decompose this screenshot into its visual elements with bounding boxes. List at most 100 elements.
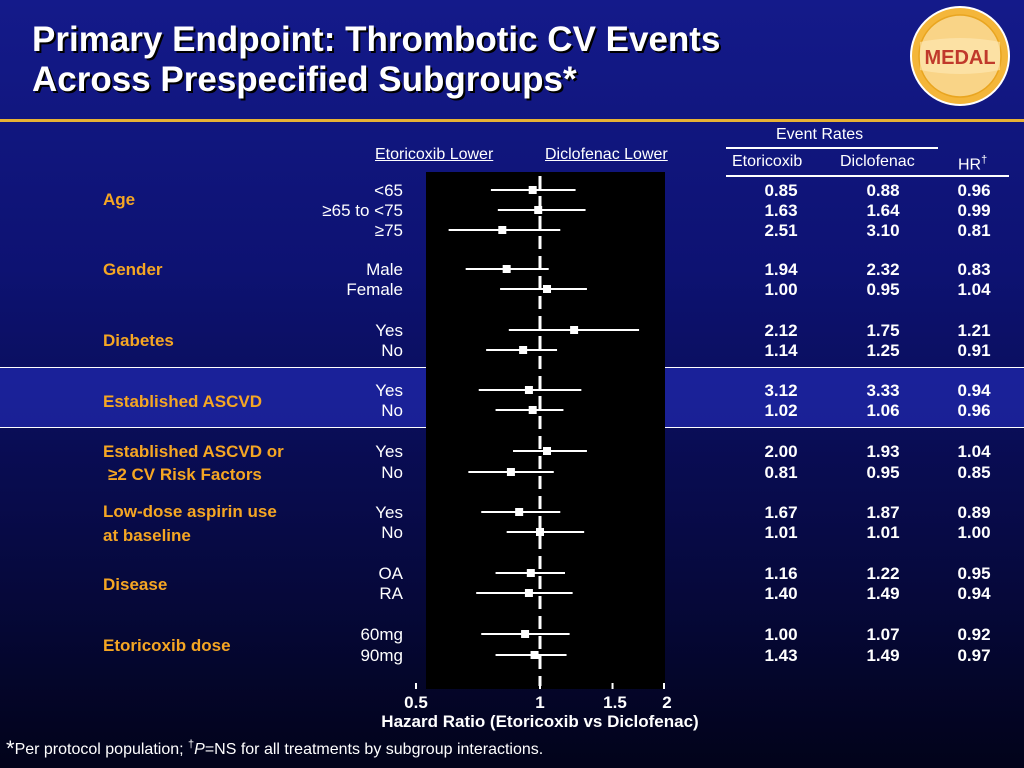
medal-logo: MEDAL [910,6,1010,106]
footnote: *Per protocol population; †P=NS for all … [6,736,543,762]
diclofenac-rate: 0.95 [866,463,900,482]
hr-point [502,265,511,273]
row-label: ≥75 [374,221,403,240]
hazard-ratio: 0.92 [957,625,991,644]
footnote-text-2: =NS for all treatments by subgroup inter… [204,741,544,758]
title-line-1: Primary Endpoint: Thrombotic CV Events [32,20,721,59]
etoricoxib-rate: 1.01 [764,523,798,542]
hazard-ratio: 1.21 [957,321,991,340]
hr-point [526,569,535,577]
event-rates-header: Event Rates [776,126,864,143]
col-diclofenac-header: Diclofenac [840,153,915,170]
hr-text: HR [958,156,982,174]
hr-point [543,447,552,455]
hazard-ratio: 0.97 [957,646,991,665]
row-label: No [381,341,403,360]
x-axis-label: Hazard Ratio (Etoricoxib vs Diclofenac) [381,712,699,731]
hazard-ratio: 0.95 [957,564,991,583]
slide-title: Primary Endpoint: Thrombotic CV Events A… [32,20,720,100]
row-label: No [381,401,403,420]
row-label: No [381,463,403,482]
row-label: OA [378,564,403,583]
diclofenac-rate: 1.64 [866,201,900,220]
category-gender: Gender [103,260,163,279]
hr-point [521,630,530,638]
row-label: RA [379,584,403,603]
footnote-text-1: Per protocol population; [14,741,189,758]
etoricoxib-rate: 1.00 [764,625,798,644]
category-ascvd-or-line2: ≥2 CV Risk Factors [108,465,262,484]
logo-text: MEDAL [924,47,995,69]
hr-point [570,326,579,334]
diclofenac-rate: 1.22 [866,564,900,583]
title-rule [0,119,1024,122]
row-label: No [381,523,403,542]
diclofenac-rate: 1.75 [866,321,900,340]
hazard-ratio: 0.94 [957,584,991,603]
diclofenac-rate: 0.95 [866,280,900,299]
hr-point [543,285,552,293]
hr-point [530,651,539,659]
diclofenac-rate: 3.10 [866,221,900,240]
category-ascvd-or-line1: Established ASCVD or [103,442,284,461]
category-aspirin-line1: Low-dose aspirin use [103,502,277,521]
hr-point [515,508,524,516]
etoricoxib-rate: 0.85 [764,181,798,200]
hazard-ratio: 0.99 [957,201,991,220]
etoricoxib-rate: 2.00 [764,442,798,461]
etoricoxib-rate: 0.81 [764,463,798,482]
hr-point [528,406,537,414]
etoricoxib-lower-label: Etoricoxib Lower [375,146,494,163]
hr-point [534,206,543,214]
etoricoxib-rate: 2.12 [764,321,798,340]
x-tick-2: 2 [662,693,672,712]
category-aspirin-line2: at baseline [103,526,191,545]
diclofenac-rate: 1.25 [866,341,900,360]
col-hr-header: HR† [958,154,987,174]
row-label: Yes [375,442,403,461]
hr-point [519,346,528,354]
etoricoxib-rate: 1.16 [764,564,798,583]
row-label: Yes [375,321,403,340]
x-tick-1.5: 1.5 [603,693,627,712]
hr-point [506,468,515,476]
row-label: Yes [375,381,403,400]
column-header-rule [726,175,1009,177]
category-etoricoxib-dose: Etoricoxib dose [103,636,231,655]
x-tick-0.5: 0.5 [404,693,428,712]
etoricoxib-rate: 1.00 [764,280,798,299]
row-label: Male [366,260,403,279]
hr-point [528,186,537,194]
hazard-ratio: 0.96 [957,181,991,200]
diclofenac-rate: 1.93 [866,442,900,461]
hazard-ratio: 1.00 [957,523,991,542]
hr-point [524,386,533,394]
row-label: 90mg [360,646,403,665]
etoricoxib-rate: 1.40 [764,584,798,603]
diclofenac-rate: 2.32 [866,260,900,279]
etoricoxib-rate: 1.02 [764,401,798,420]
diclofenac-rate: 0.88 [866,181,900,200]
hazard-ratio: 1.04 [957,442,991,461]
category-diabetes: Diabetes [103,331,174,350]
category-age: Age [103,190,136,209]
hazard-ratio: 0.83 [957,260,991,279]
footnote-dagger: † [188,738,195,751]
diclofenac-rate: 1.49 [866,646,900,665]
row-label: Yes [375,503,403,522]
hazard-ratio: 0.91 [957,341,991,360]
footnote-p: P [194,741,205,758]
row-label: <65 [374,181,403,200]
diclofenac-rate: 3.33 [866,381,900,400]
etoricoxib-rate: 1.67 [764,503,798,522]
diclofenac-rate: 1.01 [866,523,900,542]
category-disease: Disease [103,575,168,594]
etoricoxib-rate: 2.51 [764,221,798,240]
row-label: Female [346,280,403,299]
diclofenac-rate: 1.49 [866,584,900,603]
diclofenac-rate: 1.87 [866,503,900,522]
diclofenac-rate: 1.06 [866,401,900,420]
hr-point [524,589,533,597]
hr-point [536,528,544,536]
